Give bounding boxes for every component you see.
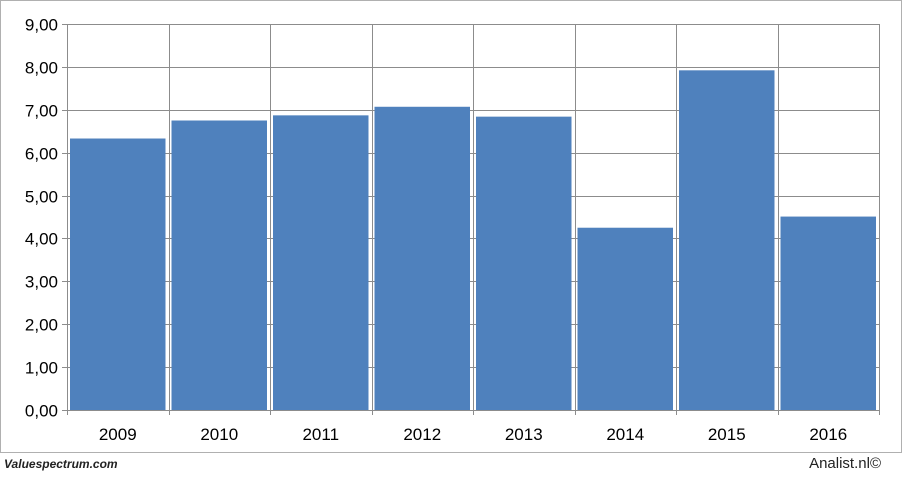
y-tick-label: 0,00 <box>25 402 58 421</box>
x-tick-label: 2009 <box>99 425 137 444</box>
bars <box>70 70 876 410</box>
tick-labels: 0,00 1,00 2,00 3,00 4,00 5,00 6,00 7,00 8,00 9,00… <box>25 16 847 445</box>
y-tick-label: 8,00 <box>25 59 58 78</box>
x-tick-label: 2014 <box>606 425 644 444</box>
source-credit-left: Valuespectrum.com <box>4 457 118 471</box>
y-tick-label: 7,00 <box>25 102 58 121</box>
y-tick-label: 1,00 <box>25 359 58 378</box>
bar-2010 <box>171 120 267 410</box>
bar-2009 <box>70 138 166 410</box>
y-tick-label: 5,00 <box>25 188 58 207</box>
bar-2013 <box>476 116 572 410</box>
y-tick-label: 4,00 <box>25 230 58 249</box>
x-tick-label: 2012 <box>403 425 441 444</box>
axes <box>62 24 880 415</box>
x-tick-label: 2011 <box>302 425 339 444</box>
x-tick-label: 2016 <box>809 425 847 444</box>
x-tick-label: 2013 <box>505 425 543 444</box>
x-tick-label: 2010 <box>200 425 238 444</box>
source-credit-right: Analist.nl© <box>809 455 881 472</box>
bar-2015 <box>679 70 775 410</box>
y-tick-label: 9,00 <box>25 16 58 35</box>
bar-2012 <box>374 106 470 410</box>
bar-2016 <box>780 216 876 410</box>
y-tick-label: 6,00 <box>25 145 58 164</box>
bar-2011 <box>273 115 369 410</box>
bar-2014 <box>577 227 673 410</box>
x-tick-label: 2015 <box>708 425 746 444</box>
y-tick-label: 3,00 <box>25 273 58 292</box>
y-tick-label: 2,00 <box>25 316 58 335</box>
